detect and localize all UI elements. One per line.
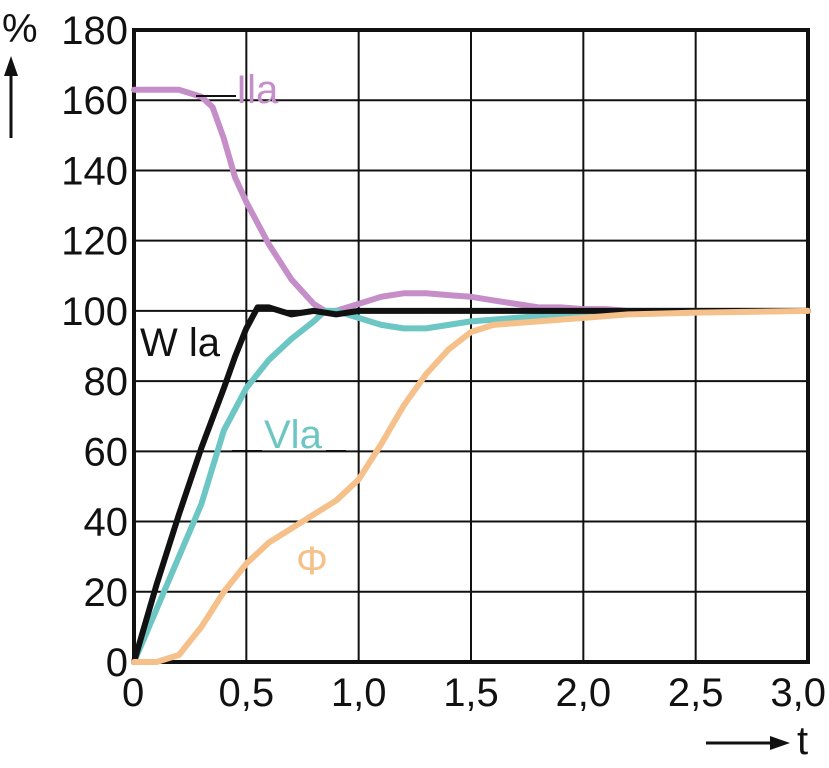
series-line-2 <box>131 304 811 665</box>
grid <box>132 28 810 664</box>
y-tick-label-1: 20 <box>84 571 129 615</box>
tick-labels: 0 20 40 60 80 100 120 140 160 180 0 0,5 1,0 1,5 2,0 2,5… <box>61 9 826 715</box>
x-axis-unit-label: t <box>797 719 808 763</box>
y-axis-arrow-icon <box>4 56 18 138</box>
x-tick-label-0: 0 <box>122 671 144 715</box>
series-label-3: Φ <box>296 539 328 583</box>
x-tick-label-6: 3,0 <box>770 671 826 715</box>
x-tick-label-2: 1,0 <box>331 671 387 715</box>
y-tick-label-7: 140 <box>61 149 128 193</box>
series-label-0: Ila <box>236 68 279 112</box>
x-tick-label-1: 0,5 <box>219 671 275 715</box>
y-tick-label-2: 40 <box>84 501 129 545</box>
y-tick-label-3: 60 <box>84 430 129 474</box>
y-tick-label-4: 80 <box>84 360 129 404</box>
series-line-3 <box>131 307 811 665</box>
series-labels: Ila Vla W la Φ <box>140 68 346 583</box>
y-tick-label-8: 160 <box>61 79 128 123</box>
y-tick-label-5: 100 <box>61 290 128 334</box>
x-tick-label-4: 2,0 <box>556 671 612 715</box>
series-label-1: Vla <box>264 413 323 457</box>
plot-frame <box>132 28 810 664</box>
y-axis-unit-label: % <box>2 7 38 51</box>
y-tick-label-9: 180 <box>61 9 128 53</box>
series-label-2: W la <box>140 321 221 365</box>
x-tick-label-5: 2,5 <box>668 671 724 715</box>
x-axis-arrow-icon <box>706 736 790 750</box>
series-line-0 <box>131 86 811 314</box>
series-lines <box>131 86 811 665</box>
y-tick-label-0: 0 <box>106 641 128 685</box>
x-tick-label-3: 1,5 <box>443 671 499 715</box>
y-tick-label-6: 120 <box>61 220 128 264</box>
